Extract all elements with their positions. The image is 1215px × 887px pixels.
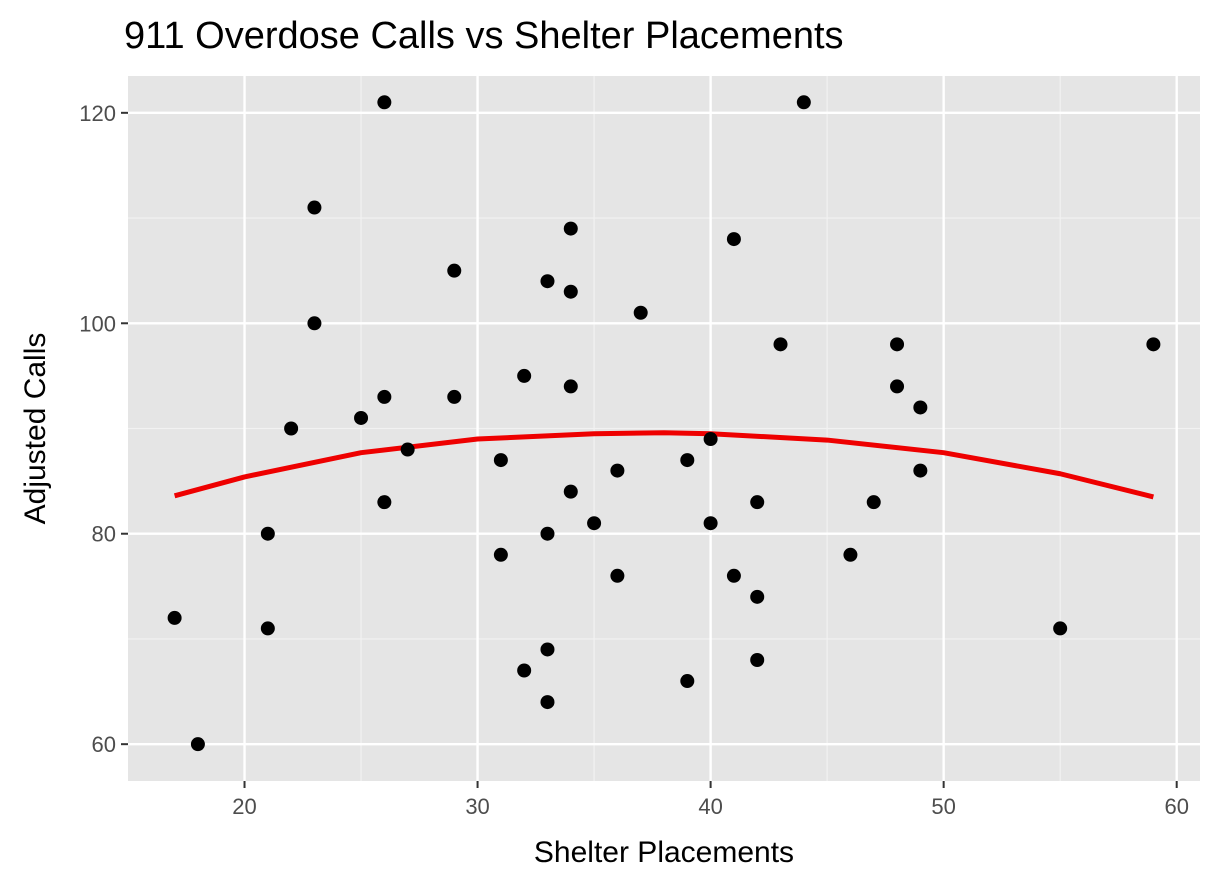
data-point	[633, 305, 648, 320]
data-point	[540, 695, 555, 710]
x-tick-label: 30	[465, 794, 489, 819]
data-point	[750, 589, 765, 604]
data-point	[563, 284, 578, 299]
data-point	[517, 368, 532, 383]
data-point	[447, 389, 462, 404]
data-point	[307, 200, 322, 215]
data-point	[1053, 621, 1068, 636]
data-point	[354, 410, 369, 425]
data-point	[913, 400, 928, 415]
data-point	[890, 379, 905, 394]
x-axis-title: Shelter Placements	[534, 836, 794, 869]
data-point	[167, 610, 182, 625]
data-point	[540, 642, 555, 657]
data-point	[703, 432, 718, 447]
data-point	[726, 232, 741, 247]
trend-line	[173, 430, 1154, 500]
data-point	[1146, 337, 1161, 352]
chart-title: 911 Overdose Calls vs Shelter Placements	[124, 15, 844, 57]
data-point	[890, 337, 905, 352]
x-tick-label: 50	[931, 794, 955, 819]
data-point	[773, 337, 788, 352]
y-tick-label: 100	[79, 311, 116, 336]
trend-line-group	[173, 430, 1154, 500]
data-point	[517, 663, 532, 678]
x-tick-labels: 20 30 40 50 60	[232, 794, 1189, 819]
data-point	[377, 495, 392, 510]
data-point	[260, 621, 275, 636]
data-point	[913, 463, 928, 478]
data-point	[610, 568, 625, 583]
data-point	[866, 495, 881, 510]
data-point	[680, 674, 695, 689]
x-tick-label: 60	[1164, 794, 1188, 819]
x-tick-label: 40	[698, 794, 722, 819]
data-point	[493, 453, 508, 468]
major-gridlines	[128, 76, 1200, 781]
data-point	[540, 526, 555, 541]
data-point	[750, 495, 765, 510]
data-point	[680, 453, 695, 468]
y-tick-label: 120	[79, 101, 116, 126]
data-point	[843, 547, 858, 562]
data-point	[377, 95, 392, 110]
data-points	[167, 95, 1161, 752]
data-point	[190, 737, 205, 752]
data-point	[447, 263, 462, 278]
data-point	[563, 221, 578, 236]
data-point	[260, 526, 275, 541]
axis-ticks	[121, 111, 1178, 788]
data-point	[796, 95, 811, 110]
y-tick-labels: 60 80 100 120	[79, 101, 116, 757]
data-point	[703, 516, 718, 531]
y-tick-label: 80	[92, 522, 116, 547]
data-point	[610, 463, 625, 478]
data-point	[563, 484, 578, 499]
data-point	[400, 442, 415, 457]
y-tick-label: 60	[92, 732, 116, 757]
x-tick-label: 20	[232, 794, 256, 819]
data-point	[493, 547, 508, 562]
data-point	[587, 516, 602, 531]
data-point	[563, 379, 578, 394]
minor-gridlines	[128, 76, 1200, 781]
data-point	[726, 568, 741, 583]
y-axis-title: Adjusted Calls	[19, 333, 52, 525]
data-point	[540, 274, 555, 289]
data-point	[284, 421, 299, 436]
data-point	[307, 316, 322, 331]
data-point	[750, 652, 765, 667]
data-point	[377, 389, 392, 404]
